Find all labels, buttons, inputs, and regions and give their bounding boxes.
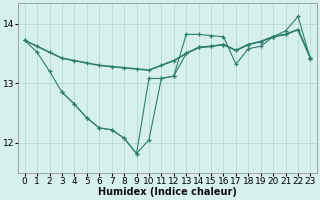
X-axis label: Humidex (Indice chaleur): Humidex (Indice chaleur)	[98, 187, 237, 197]
